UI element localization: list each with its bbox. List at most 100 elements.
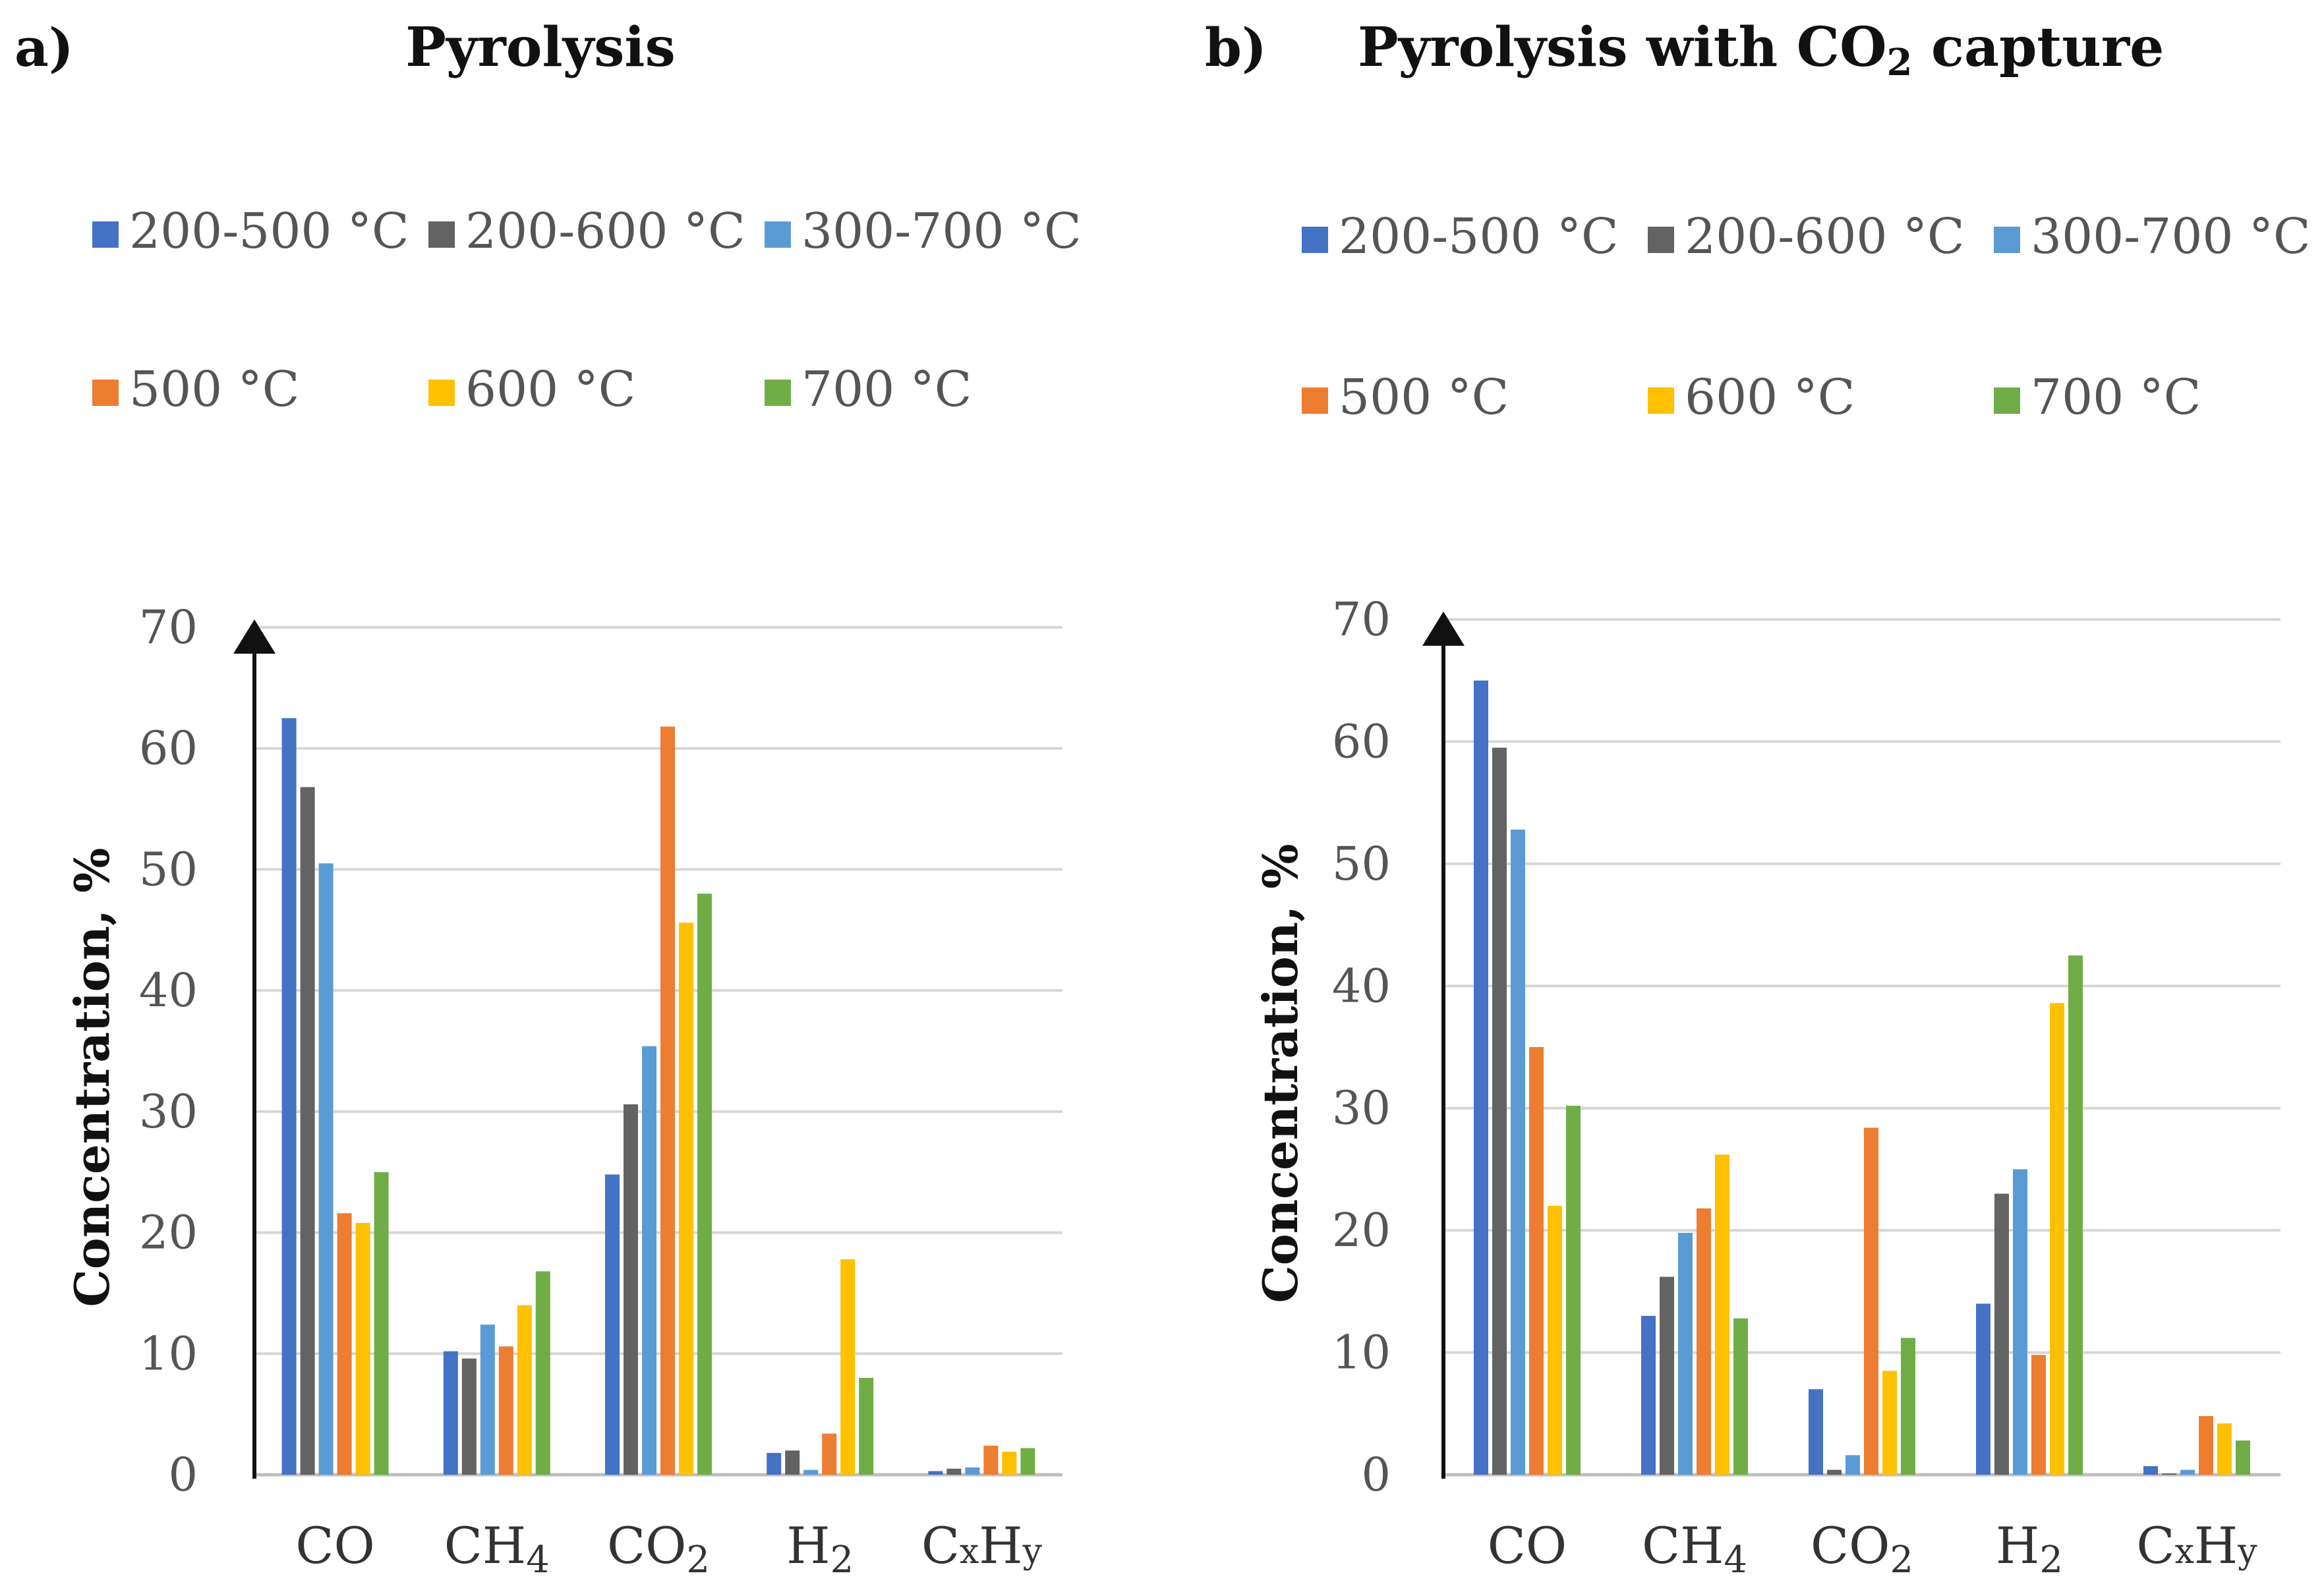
bar xyxy=(840,1259,856,1475)
bars xyxy=(1474,680,2250,1475)
x-category-label: CO2 xyxy=(1811,1516,1913,1581)
bar xyxy=(1566,1106,1581,1475)
legend-label: 300-700 °C xyxy=(801,203,1082,260)
y-tick-label: 50 xyxy=(1332,837,1391,891)
y-tick-label: 30 xyxy=(139,1085,198,1139)
bar xyxy=(318,863,334,1475)
panel-label: a) xyxy=(15,16,74,78)
legend-item: 200-500 °C xyxy=(92,203,409,260)
legend-swatch xyxy=(428,380,455,406)
x-category-subscript: 4 xyxy=(526,1539,550,1581)
bar xyxy=(1864,1127,1878,1475)
legend-item: 200-600 °C xyxy=(1648,208,1965,265)
legend-swatch xyxy=(765,221,791,248)
bar xyxy=(1845,1455,1860,1475)
x-category-label: CH4 xyxy=(1642,1516,1747,1581)
legend-label: 600 °C xyxy=(465,361,635,418)
y-tick-label: 0 xyxy=(168,1448,198,1502)
bar xyxy=(1976,1303,1990,1475)
y-axis-label: Concentration, % xyxy=(64,847,120,1307)
legend-label: 300-700 °C xyxy=(2031,208,2311,265)
x-category-label: CO xyxy=(295,1516,374,1575)
legend-item: 300-700 °C xyxy=(1994,208,2311,265)
bar xyxy=(2180,1469,2195,1475)
x-category-base: CO xyxy=(607,1516,686,1575)
bar xyxy=(2143,1466,2158,1475)
legend-item: 200-500 °C xyxy=(1302,208,1619,265)
x-category-base: H xyxy=(1996,1516,2039,1575)
bar xyxy=(517,1305,532,1475)
legend-item: 700 °C xyxy=(765,361,972,418)
bar xyxy=(1678,1232,1693,1475)
legend-swatch xyxy=(428,221,455,248)
legend-label: 500 °C xyxy=(1339,369,1509,426)
x-category-label: H2 xyxy=(786,1516,854,1581)
bar xyxy=(1002,1452,1017,1475)
bar xyxy=(1529,1047,1544,1475)
bar xyxy=(785,1450,800,1475)
bar xyxy=(281,718,297,1475)
bar xyxy=(642,1046,656,1475)
legend: 200-500 °C 200-600 °C 300-700 °C 500 °C 600 … xyxy=(1302,208,2311,426)
x-category-subscript: 2 xyxy=(2039,1539,2063,1581)
chart-title-subscript: 2 xyxy=(1887,41,1913,84)
y-tick-label: 30 xyxy=(1332,1081,1391,1135)
x-category-base: H xyxy=(786,1516,830,1575)
bar xyxy=(480,1324,495,1475)
legend-swatch xyxy=(1994,387,2020,414)
bar xyxy=(983,1445,999,1475)
bar xyxy=(1733,1318,1748,1475)
bar xyxy=(1492,747,1507,1475)
legend-label: 700 °C xyxy=(801,361,972,418)
legend-swatch xyxy=(92,221,119,248)
legend-label: 200-600 °C xyxy=(1685,208,1965,265)
x-category-subscript: 2 xyxy=(830,1539,854,1581)
bar xyxy=(1901,1338,1915,1475)
x-category-subscript: 2 xyxy=(1890,1539,1913,1581)
bars xyxy=(281,718,1035,1475)
y-tick-label: 10 xyxy=(139,1326,198,1381)
legend-swatch xyxy=(1994,227,2020,253)
bar xyxy=(1994,1193,2009,1475)
bar xyxy=(2199,1415,2213,1475)
legend-label: 600 °C xyxy=(1685,369,1855,426)
chart-title-main: Pyrolysis with CO xyxy=(1358,16,1887,79)
bar xyxy=(697,894,712,1475)
y-tick-label: 60 xyxy=(139,722,198,776)
bar xyxy=(2217,1423,2232,1475)
x-category-subscript: 2 xyxy=(686,1539,710,1581)
legend-item: 200-600 °C xyxy=(428,203,745,260)
bar xyxy=(2068,955,2083,1475)
legend-label: 200-600 °C xyxy=(465,203,745,260)
x-category-label: CO2 xyxy=(607,1516,710,1581)
bar xyxy=(461,1358,477,1475)
legend-swatch xyxy=(1302,387,1328,414)
y-tick-label: 70 xyxy=(1332,592,1391,646)
x-category-base: CO xyxy=(1811,1516,1890,1575)
y-tick-label: 60 xyxy=(1332,714,1391,768)
bar xyxy=(1474,680,1488,1475)
bar xyxy=(1020,1448,1035,1475)
x-category-label: CxHy xyxy=(2136,1516,2257,1575)
bar xyxy=(679,923,693,1475)
bar xyxy=(2013,1169,2027,1475)
x-category-base: CO xyxy=(1488,1516,1567,1575)
bar xyxy=(374,1172,389,1475)
legend-item: 600 °C xyxy=(428,361,635,418)
y-axis-label: Concentration, % xyxy=(1252,843,1308,1303)
bar xyxy=(605,1174,620,1475)
bar xyxy=(1641,1315,1656,1475)
x-category-label: CO xyxy=(1488,1516,1567,1575)
y-tick-label: 20 xyxy=(1332,1203,1391,1257)
legend-label: 700 °C xyxy=(2031,369,2201,426)
bar xyxy=(498,1346,513,1475)
bar xyxy=(859,1378,874,1475)
bar xyxy=(1809,1389,1823,1475)
legend-item: 500 °C xyxy=(1302,369,1509,426)
bar xyxy=(1660,1276,1674,1475)
bar xyxy=(1827,1469,1842,1475)
bar xyxy=(2236,1440,2250,1475)
bar xyxy=(1715,1154,1729,1475)
